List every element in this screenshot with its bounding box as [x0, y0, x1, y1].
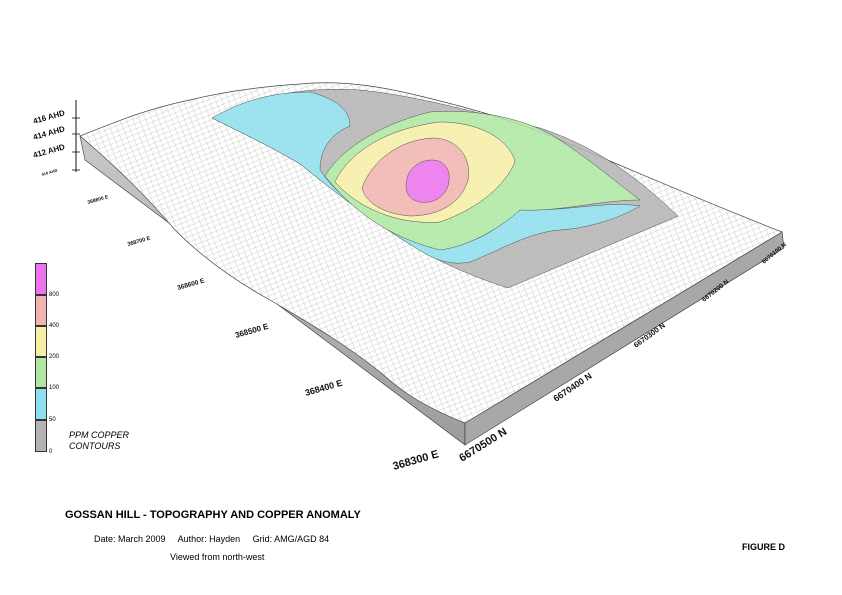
- easting-label-368600: 368600 E: [177, 277, 206, 292]
- view-direction: Viewed from north-west: [170, 552, 265, 562]
- easting-label-368300: 368300 E: [392, 448, 441, 473]
- legend-tick-0: 0: [49, 449, 53, 455]
- easting-label-368700: 368700 E: [127, 236, 152, 248]
- legend-swatch-100-200: [35, 357, 47, 388]
- figure-number: FIGURE D: [742, 542, 786, 552]
- figure-metadata: Date: March 2009 Author: Hayden Grid: AM…: [94, 534, 339, 544]
- legend-units: PPM COPPER CONTOURS: [35, 430, 129, 452]
- legend-tick-800: 800: [49, 292, 60, 298]
- elevation-label-412: 412 AHD: [32, 142, 66, 160]
- copper-legend: 800 400 200 100 50 0: [35, 263, 155, 463]
- legend-units-line2: CONTOURS: [69, 441, 121, 451]
- easting-label-368500: 368500 E: [234, 322, 270, 340]
- legend-swatch-400-800: [35, 295, 47, 326]
- legend-tick-100: 100: [49, 385, 60, 391]
- copper-contour-overlay: [211, 89, 679, 289]
- elevation-label-410: 410 AHD: [41, 168, 58, 177]
- legend-tick-200: 200: [49, 354, 60, 360]
- elevation-ticks: [72, 117, 80, 171]
- legend-tick-50: 50: [49, 417, 56, 423]
- figure-author: Author: Hayden: [177, 534, 241, 544]
- legend-units-line1: PPM COPPER: [69, 430, 130, 440]
- contour-gt-800: [405, 159, 450, 203]
- easting-label-368400: 368400 E: [304, 378, 344, 398]
- figure-title: GOSSAN HILL - TOPOGRAPHY AND COPPER ANOM…: [65, 509, 361, 521]
- legend-tick-400: 400: [49, 323, 60, 329]
- legend-swatch-50-100: [35, 388, 47, 420]
- easting-label-368800: 368800 E: [87, 194, 110, 206]
- legend-swatch-200-400: [35, 326, 47, 357]
- elevation-label-414: 414 AHD: [32, 124, 66, 142]
- figure-date: Date: March 2009: [94, 534, 166, 544]
- figure-grid: Grid: AMG/AGD 84: [252, 534, 330, 544]
- legend-swatch-0-50: [35, 420, 47, 452]
- legend-swatch-gt-800: [35, 263, 47, 295]
- elevation-label-416: 416 AHD: [32, 108, 66, 126]
